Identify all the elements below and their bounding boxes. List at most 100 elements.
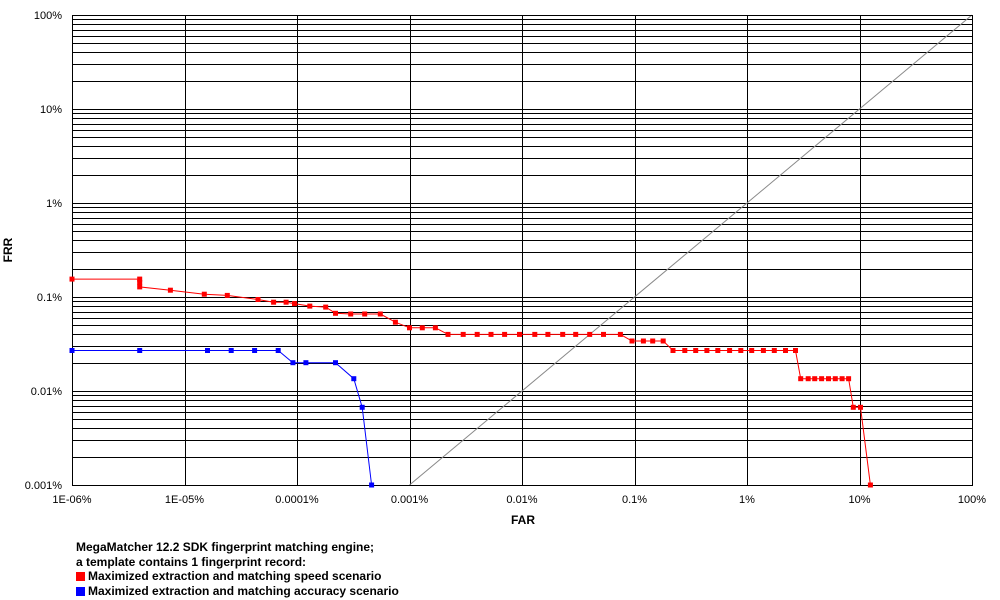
data-point bbox=[502, 331, 508, 337]
x-tick-label: 1E-05% bbox=[165, 494, 204, 506]
data-point bbox=[793, 348, 798, 353]
data-point bbox=[670, 348, 676, 353]
legend-label-speed: Maximized extraction and matching speed … bbox=[88, 569, 382, 583]
data-point bbox=[369, 482, 375, 488]
data-point bbox=[252, 348, 258, 353]
data-point bbox=[660, 338, 666, 344]
y-tick-label: 0.001% bbox=[25, 480, 63, 492]
data-point bbox=[474, 331, 480, 337]
x-tick-label: 0.01% bbox=[506, 494, 537, 506]
data-point bbox=[419, 325, 425, 331]
y-tick-label: 0.01% bbox=[31, 386, 62, 398]
data-point bbox=[201, 291, 207, 297]
data-point bbox=[640, 338, 646, 344]
data-point bbox=[738, 348, 744, 353]
data-point bbox=[798, 376, 804, 382]
y-tick-label: 10% bbox=[40, 104, 62, 116]
x-tick-label: 1E-06% bbox=[52, 494, 91, 506]
data-point bbox=[805, 376, 811, 382]
data-point bbox=[362, 311, 368, 317]
x-axis-ticks: 1E-06% 1E-05% 0.0001% 0.001% 0.01% 0.1% 1% 10% 1… bbox=[52, 494, 986, 506]
data-point bbox=[359, 404, 365, 410]
data-point bbox=[407, 325, 412, 331]
series-line bbox=[72, 278, 871, 486]
legend-item-speed: Maximized extraction and matching speed … bbox=[76, 569, 399, 584]
data-point bbox=[693, 348, 699, 353]
data-point bbox=[826, 376, 831, 382]
data-point bbox=[307, 303, 313, 309]
y-axis-ticks: 0.001% 0.01% 0.1% 1% 10% 100% bbox=[25, 10, 63, 492]
data-point bbox=[69, 348, 75, 353]
data-point bbox=[137, 279, 143, 285]
data-point bbox=[760, 348, 766, 353]
x-tick-label: 0.0001% bbox=[275, 494, 319, 506]
y-axis-title: FRR bbox=[1, 237, 15, 262]
data-point bbox=[749, 348, 755, 353]
data-point bbox=[323, 304, 329, 310]
data-point bbox=[704, 348, 710, 353]
x-tick-label: 0.001% bbox=[391, 494, 429, 506]
data-point bbox=[275, 348, 281, 353]
data-point bbox=[392, 319, 398, 325]
data-point bbox=[573, 331, 579, 337]
data-point bbox=[69, 276, 75, 282]
data-point bbox=[333, 310, 338, 316]
data-point bbox=[445, 331, 451, 337]
data-point bbox=[432, 325, 438, 331]
grid-lines bbox=[72, 15, 973, 486]
data-point bbox=[137, 276, 143, 282]
data-point bbox=[167, 287, 173, 293]
data-point bbox=[846, 376, 852, 382]
legend-label-accuracy: Maximized extraction and matching accura… bbox=[88, 583, 399, 598]
data-point bbox=[783, 348, 788, 353]
data-point bbox=[650, 338, 656, 344]
data-point bbox=[812, 376, 818, 382]
series-layer bbox=[69, 276, 873, 488]
data-point bbox=[629, 338, 635, 344]
data-point bbox=[832, 376, 838, 382]
data-point bbox=[587, 331, 593, 337]
y-tick-label: 100% bbox=[34, 10, 62, 22]
data-point bbox=[292, 301, 297, 307]
data-point bbox=[517, 331, 522, 337]
data-point bbox=[727, 348, 733, 353]
data-point bbox=[532, 331, 538, 337]
data-point bbox=[255, 297, 261, 302]
y-tick-label: 0.1% bbox=[37, 292, 62, 304]
data-point bbox=[850, 404, 856, 410]
data-point bbox=[137, 284, 143, 290]
data-point bbox=[137, 348, 143, 353]
data-point bbox=[303, 360, 309, 366]
x-tick-label: 10% bbox=[848, 494, 870, 506]
data-point bbox=[858, 404, 863, 410]
data-point bbox=[271, 299, 277, 305]
data-point bbox=[715, 348, 721, 353]
data-point bbox=[819, 376, 825, 382]
caption-line-2: a template contains 1 fingerprint record… bbox=[76, 554, 307, 569]
data-point bbox=[560, 331, 566, 337]
data-point bbox=[682, 348, 688, 353]
data-point bbox=[228, 348, 234, 353]
legend-swatch-red bbox=[76, 572, 85, 581]
series-line bbox=[72, 350, 373, 486]
data-point bbox=[545, 331, 551, 337]
data-point bbox=[771, 348, 777, 353]
plot-area-border bbox=[72, 15, 973, 486]
data-point bbox=[351, 376, 357, 382]
x-axis-title: FAR bbox=[511, 513, 535, 527]
caption-line-1: MegaMatcher 12.2 SDK fingerprint matchin… bbox=[76, 540, 375, 554]
data-point bbox=[290, 360, 296, 366]
data-point bbox=[867, 482, 873, 488]
data-point bbox=[839, 376, 845, 382]
data-point bbox=[617, 331, 623, 337]
data-point bbox=[348, 311, 354, 317]
data-point bbox=[205, 348, 210, 353]
legend-item-accuracy: Maximized extraction and matching accura… bbox=[76, 584, 399, 599]
eer-diagonal-line bbox=[409, 14, 973, 486]
y-tick-label: 1% bbox=[46, 198, 62, 210]
legend-swatch-blue bbox=[76, 586, 85, 596]
data-point bbox=[283, 299, 289, 305]
data-point bbox=[488, 331, 494, 337]
data-point bbox=[460, 331, 466, 337]
